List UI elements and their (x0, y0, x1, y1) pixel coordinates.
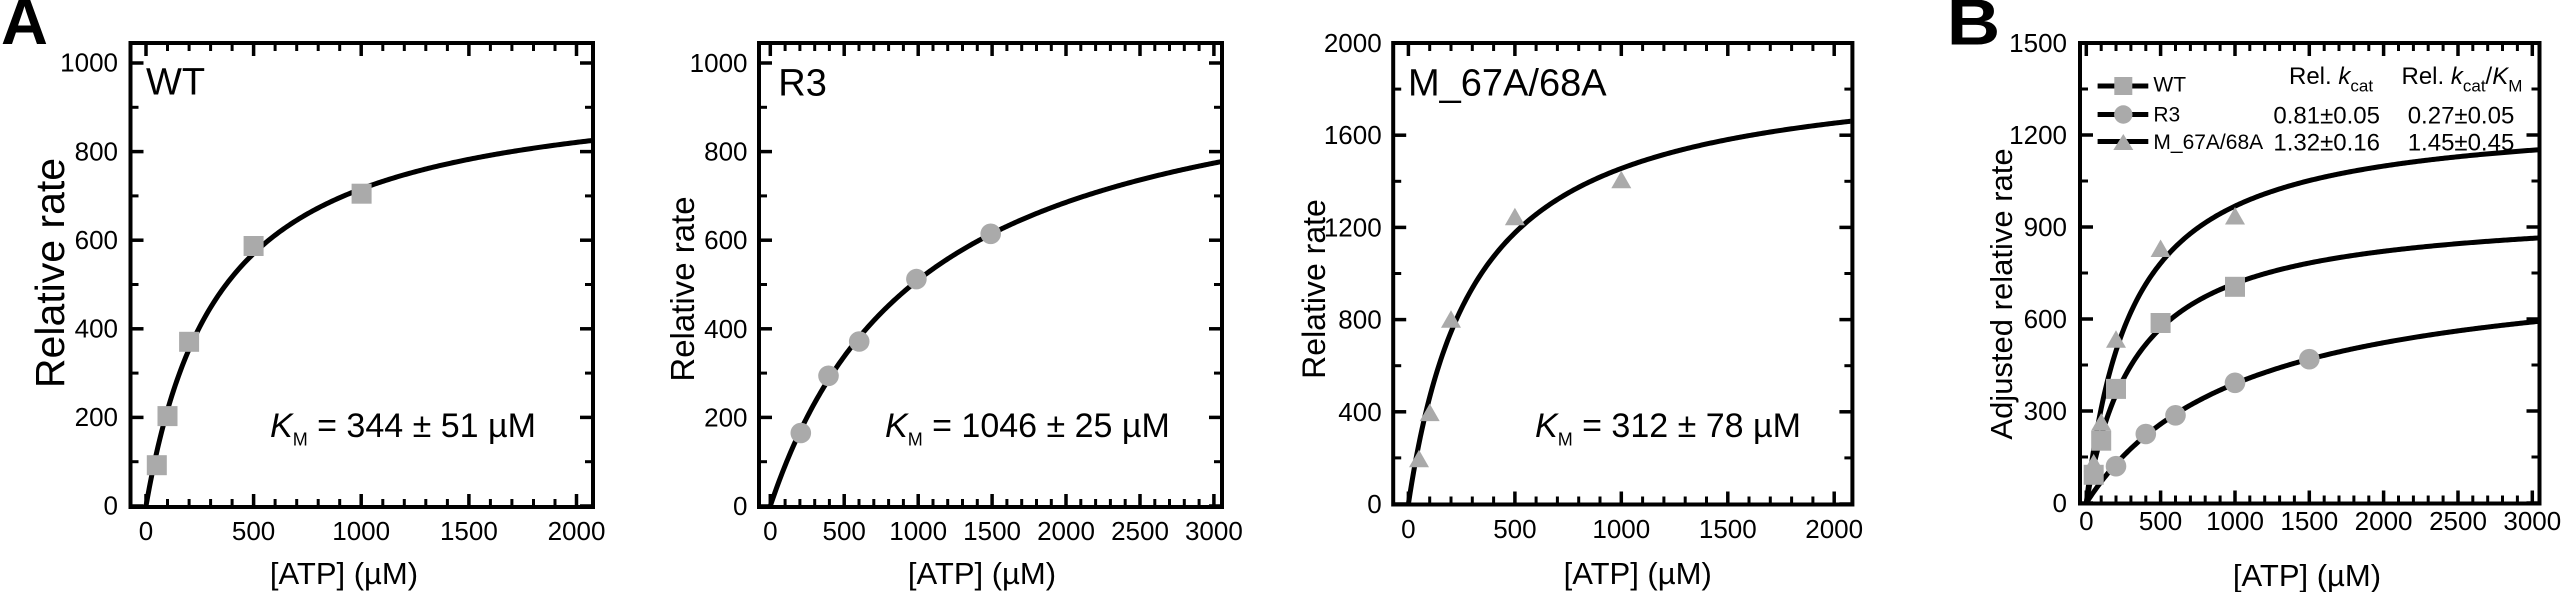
svg-text:Relative rate: Relative rate (1296, 199, 1332, 379)
svg-text:KM = 1046 ± 25 µM: KM = 1046 ± 25 µM (885, 407, 1170, 450)
svg-text:800: 800 (704, 137, 747, 167)
svg-text:[ATP] (µM): [ATP] (µM) (908, 556, 1056, 591)
svg-text:400: 400 (1338, 397, 1381, 427)
svg-text:1000: 1000 (690, 48, 748, 78)
svg-text:WT: WT (2153, 74, 2186, 97)
svg-text:3000: 3000 (2503, 506, 2561, 536)
svg-text:M_67A/68A: M_67A/68A (2153, 131, 2263, 154)
svg-text:WT: WT (146, 62, 205, 104)
svg-text:0: 0 (104, 491, 118, 521)
svg-text:1500: 1500 (963, 516, 1021, 546)
svg-text:1500: 1500 (1699, 514, 1757, 544)
svg-text:900: 900 (2024, 212, 2067, 242)
svg-text:3000: 3000 (1185, 516, 1243, 546)
svg-text:Relative rate: Relative rate (27, 158, 73, 388)
svg-text:0: 0 (733, 491, 747, 521)
svg-text:0: 0 (763, 516, 777, 546)
svg-text:800: 800 (75, 136, 118, 166)
svg-text:0: 0 (139, 516, 153, 546)
svg-text:R3: R3 (778, 62, 827, 104)
svg-text:1500: 1500 (2009, 28, 2067, 58)
svg-text:0.27±0.05: 0.27±0.05 (2408, 103, 2515, 130)
svg-text:1000: 1000 (60, 48, 118, 78)
svg-text:B: B (1947, 0, 2001, 59)
svg-text:1000: 1000 (889, 516, 947, 546)
svg-text:200: 200 (704, 402, 747, 432)
svg-text:500: 500 (232, 516, 275, 546)
svg-text:1.45±0.45: 1.45±0.45 (2408, 130, 2515, 157)
svg-text:1000: 1000 (1592, 514, 1650, 544)
svg-text:1500: 1500 (2280, 506, 2338, 536)
svg-text:500: 500 (2139, 506, 2182, 536)
svg-text:2000: 2000 (548, 516, 606, 546)
svg-text:KM = 344 ± 51 µM: KM = 344 ± 51 µM (270, 407, 536, 450)
svg-text:[ATP] (µM): [ATP] (µM) (270, 556, 418, 591)
svg-text:2500: 2500 (2429, 506, 2487, 536)
svg-text:1600: 1600 (1324, 120, 1382, 150)
svg-text:600: 600 (2024, 304, 2067, 334)
svg-text:2000: 2000 (1324, 28, 1382, 58)
svg-text:[ATP] (µM): [ATP] (µM) (1564, 556, 1712, 591)
svg-text:2000: 2000 (1037, 516, 1095, 546)
svg-text:Relative rate: Relative rate (664, 196, 701, 381)
svg-text:1200: 1200 (1324, 212, 1382, 242)
svg-text:1200: 1200 (2009, 120, 2067, 150)
svg-text:800: 800 (1338, 305, 1381, 335)
svg-text:1.32±0.16: 1.32±0.16 (2273, 130, 2380, 157)
svg-text:400: 400 (704, 314, 747, 344)
svg-text:2500: 2500 (1111, 516, 1169, 546)
svg-text:0: 0 (2079, 506, 2093, 536)
svg-text:M_67A/68A: M_67A/68A (1408, 63, 1607, 105)
svg-text:KM = 312 ± 78 µM: KM = 312 ± 78 µM (1535, 407, 1801, 450)
svg-text:1000: 1000 (2206, 506, 2264, 536)
svg-text:2000: 2000 (1805, 514, 1863, 544)
svg-text:0: 0 (1401, 514, 1415, 544)
svg-text:2000: 2000 (2355, 506, 2413, 536)
svg-text:500: 500 (823, 516, 866, 546)
svg-text:R3: R3 (2153, 104, 2180, 127)
svg-text:Adjusted relative rate: Adjusted relative rate (1984, 148, 2019, 439)
svg-text:[ATP] (µM): [ATP] (µM) (2233, 558, 2381, 592)
svg-text:600: 600 (704, 225, 747, 255)
svg-text:400: 400 (75, 314, 118, 344)
svg-text:0: 0 (1367, 489, 1381, 519)
svg-text:0: 0 (2053, 488, 2067, 518)
svg-text:200: 200 (75, 402, 118, 432)
svg-text:500: 500 (1493, 514, 1536, 544)
svg-text:300: 300 (2024, 396, 2067, 426)
svg-text:A: A (1, 0, 48, 58)
svg-text:1000: 1000 (332, 516, 390, 546)
svg-text:1500: 1500 (440, 516, 498, 546)
svg-text:600: 600 (75, 225, 118, 255)
svg-text:0.81±0.05: 0.81±0.05 (2273, 103, 2380, 130)
